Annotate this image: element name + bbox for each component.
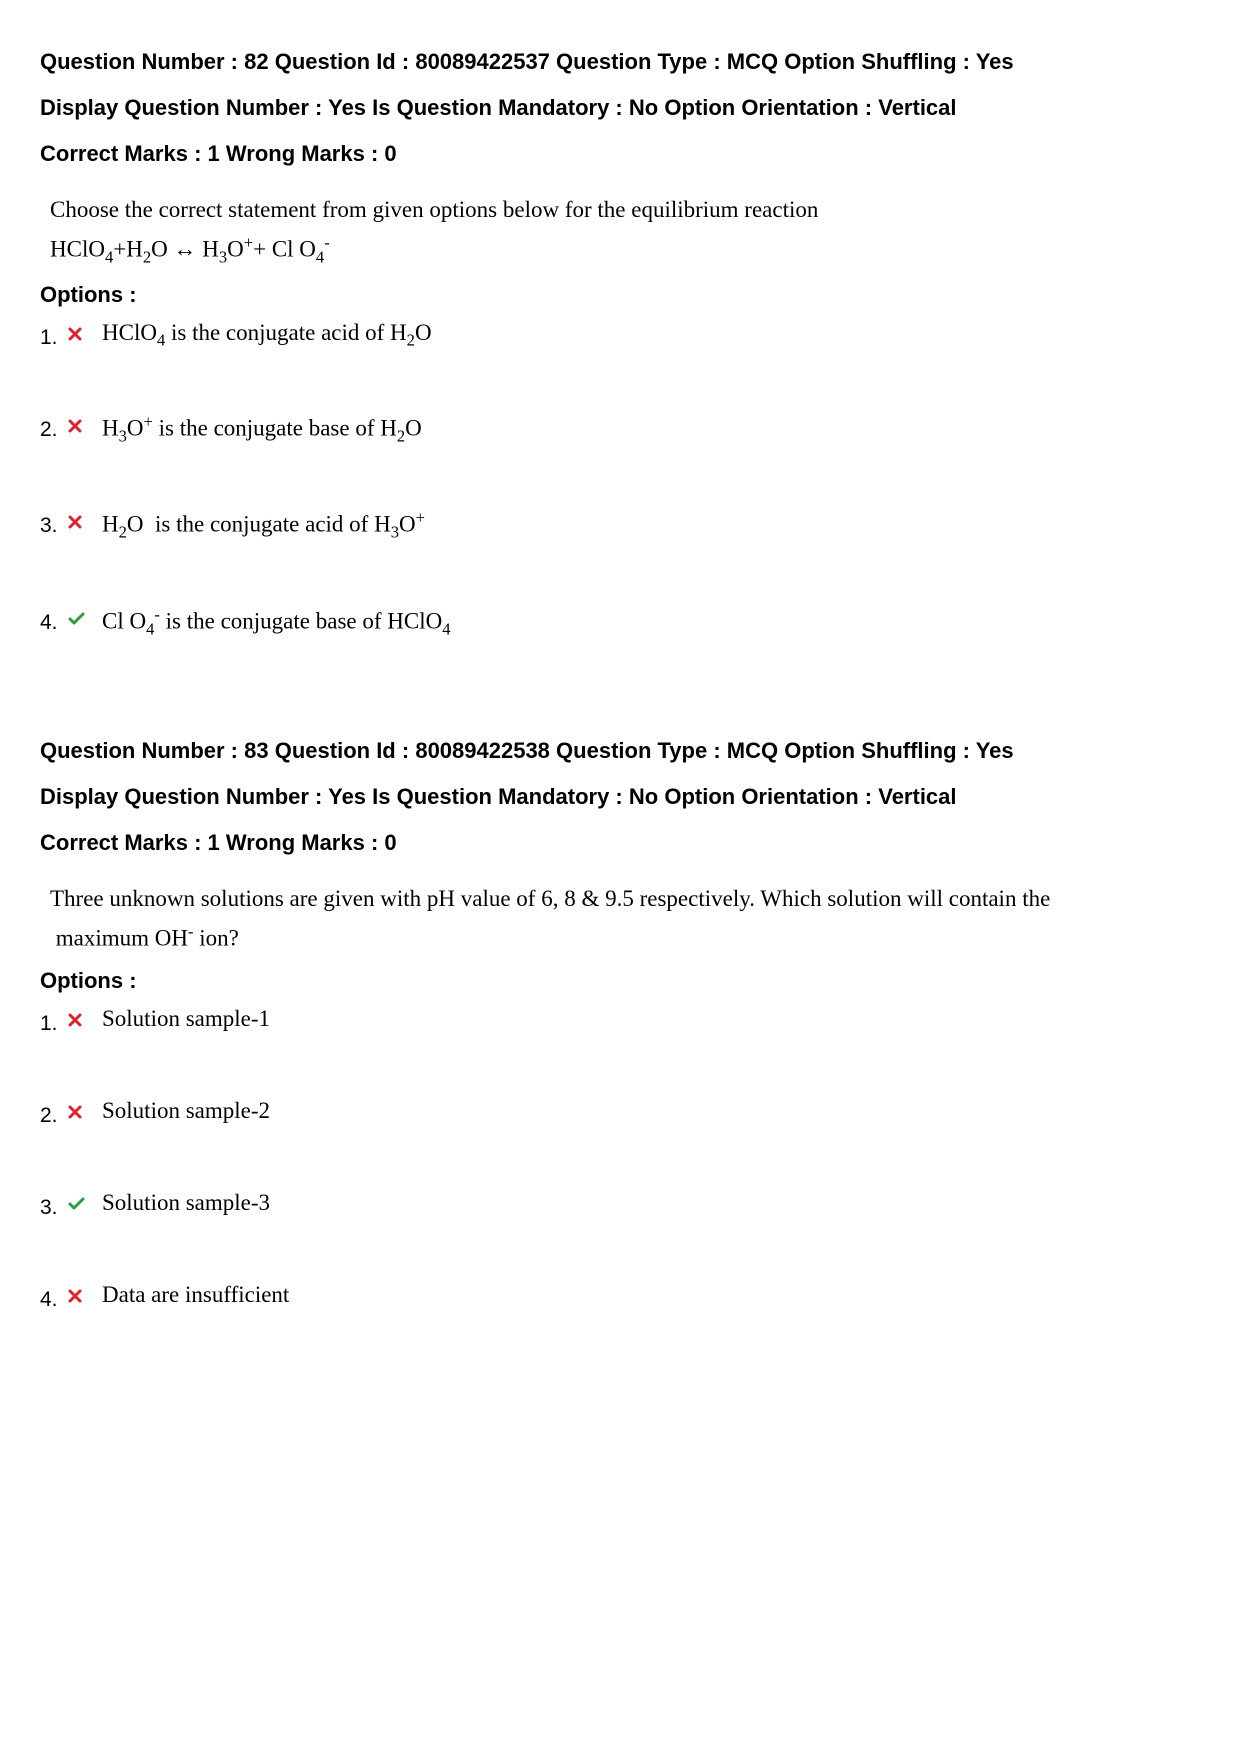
option-number: 3. [40, 508, 68, 538]
wrong-icon [68, 1105, 82, 1119]
correct-mark [68, 605, 88, 626]
label-question-type: Question Type : [556, 49, 721, 74]
value-is-mandatory: No [629, 95, 658, 120]
wrong-mark [68, 412, 88, 433]
wrong-mark [68, 320, 88, 341]
options-label: Options : [40, 968, 1200, 994]
value-question-id: 80089422538 [415, 738, 550, 763]
value-option-orientation: Vertical [878, 95, 956, 120]
wrong-icon [68, 515, 82, 529]
wrong-mark [68, 1098, 88, 1119]
option-row: 3. H2O is the conjugate acid of H3O+ [40, 508, 1200, 542]
option-row: 3. Solution sample-3 [40, 1190, 1200, 1220]
question-meta-line-3: Correct Marks : 1 Wrong Marks : 0 [40, 821, 1200, 865]
label-correct-marks: Correct Marks : [40, 141, 201, 166]
value-option-shuffling: Yes [976, 738, 1014, 763]
wrong-mark [68, 1006, 88, 1027]
label-question-id: Question Id : [275, 49, 409, 74]
wrong-icon [68, 419, 82, 433]
option-text: Solution sample-1 [96, 1006, 270, 1032]
label-question-number: Question Number : [40, 49, 238, 74]
question-meta-line-1: Question Number : 83 Question Id : 80089… [40, 729, 1200, 773]
wrong-icon [68, 327, 82, 341]
option-row: 2. Solution sample-2 [40, 1098, 1200, 1128]
question-block: Question Number : 82 Question Id : 80089… [40, 40, 1200, 639]
label-display-question-number: Display Question Number : [40, 784, 322, 809]
value-option-shuffling: Yes [976, 49, 1014, 74]
question-meta-line-2: Display Question Number : Yes Is Questio… [40, 86, 1200, 130]
value-correct-marks: 1 [208, 830, 220, 855]
label-wrong-marks: Wrong Marks : [226, 830, 378, 855]
value-wrong-marks: 0 [384, 141, 396, 166]
option-text: H2O is the conjugate acid of H3O+ [96, 508, 425, 542]
label-question-number: Question Number : [40, 738, 238, 763]
option-row: 2. H3O+ is the conjugate base of H2O [40, 412, 1200, 446]
question-meta-line-3: Correct Marks : 1 Wrong Marks : 0 [40, 132, 1200, 176]
options-label: Options : [40, 282, 1200, 308]
document-root: Question Number : 82 Question Id : 80089… [40, 40, 1200, 1312]
option-row: 4. Cl O4- is the conjugate base of HClO4 [40, 605, 1200, 639]
value-display-question-number: Yes [328, 784, 366, 809]
option-row: 4. Data are insufficient [40, 1282, 1200, 1312]
option-text: Cl O4- is the conjugate base of HClO4 [96, 605, 451, 639]
option-number: 2. [40, 1098, 68, 1128]
value-is-mandatory: No [629, 784, 658, 809]
correct-mark [68, 1190, 88, 1211]
value-question-type: MCQ [727, 49, 778, 74]
label-is-mandatory: Is Question Mandatory : [372, 784, 623, 809]
question-meta-line-2: Display Question Number : Yes Is Questio… [40, 775, 1200, 819]
value-question-number: 83 [244, 738, 268, 763]
question-prompt: Choose the correct statement from given … [50, 190, 1200, 272]
label-option-shuffling: Option Shuffling : [784, 49, 970, 74]
label-is-mandatory: Is Question Mandatory : [372, 95, 623, 120]
option-text: HClO4 is the conjugate acid of H2O [96, 320, 432, 351]
wrong-icon [68, 1289, 82, 1303]
option-number: 2. [40, 412, 68, 442]
option-row: 1. Solution sample-1 [40, 1006, 1200, 1036]
value-question-id: 80089422537 [415, 49, 550, 74]
wrong-mark [68, 1282, 88, 1303]
label-correct-marks: Correct Marks : [40, 830, 201, 855]
wrong-icon [68, 1013, 82, 1027]
value-question-number: 82 [244, 49, 268, 74]
option-text: Solution sample-3 [96, 1190, 270, 1216]
option-text: Solution sample-2 [96, 1098, 270, 1124]
label-option-orientation: Option Orientation : [664, 95, 872, 120]
correct-icon [68, 1197, 85, 1211]
label-option-orientation: Option Orientation : [664, 784, 872, 809]
value-question-type: MCQ [727, 738, 778, 763]
option-number: 4. [40, 605, 68, 635]
option-number: 3. [40, 1190, 68, 1220]
question-meta-line-1: Question Number : 82 Question Id : 80089… [40, 40, 1200, 84]
label-option-shuffling: Option Shuffling : [784, 738, 970, 763]
label-display-question-number: Display Question Number : [40, 95, 322, 120]
wrong-mark [68, 508, 88, 529]
label-question-type: Question Type : [556, 738, 721, 763]
option-text: Data are insufficient [96, 1282, 289, 1308]
option-row: 1. HClO4 is the conjugate acid of H2O [40, 320, 1200, 351]
correct-icon [68, 612, 85, 626]
value-display-question-number: Yes [328, 95, 366, 120]
option-number: 1. [40, 1006, 68, 1036]
value-correct-marks: 1 [208, 141, 220, 166]
label-wrong-marks: Wrong Marks : [226, 141, 378, 166]
label-question-id: Question Id : [275, 738, 409, 763]
question-prompt: Three unknown solutions are given with p… [50, 879, 1200, 958]
option-number: 1. [40, 320, 68, 350]
option-text: H3O+ is the conjugate base of H2O [96, 412, 422, 446]
option-number: 4. [40, 1282, 68, 1312]
value-option-orientation: Vertical [878, 784, 956, 809]
question-block: Question Number : 83 Question Id : 80089… [40, 729, 1200, 1312]
value-wrong-marks: 0 [384, 830, 396, 855]
